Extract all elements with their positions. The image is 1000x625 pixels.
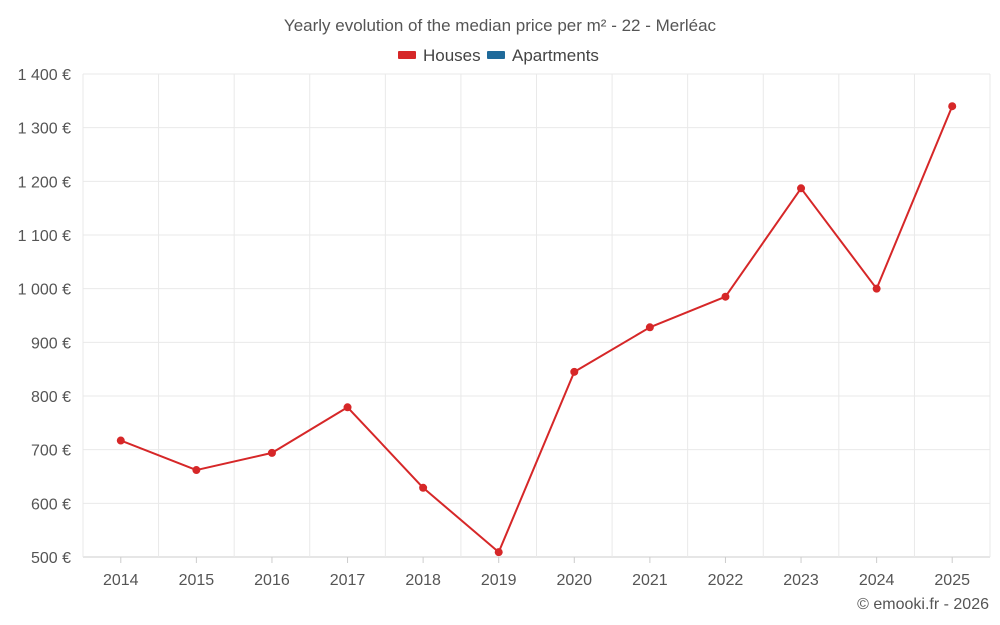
x-tick-label: 2025	[934, 572, 970, 589]
credit-text: © emooki.fr - 2026	[857, 596, 989, 613]
x-tick-label: 2021	[632, 572, 668, 589]
y-tick-label: 1 100 €	[18, 228, 71, 245]
x-tick-label: 2016	[254, 572, 290, 589]
data-point-houses[interactable]	[343, 403, 352, 412]
x-tick-label: 2017	[330, 572, 366, 589]
y-axis: 500 € 600 € 700 € 800 € 900 € 1 000 € 1 100 € 1…	[18, 67, 71, 567]
y-tick-label: 600 €	[31, 496, 71, 513]
x-tick-label: 2020	[556, 572, 592, 589]
y-tick-label: 1 000 €	[18, 282, 71, 299]
y-tick-label: 700 €	[31, 443, 71, 460]
x-tick-label: 2018	[405, 572, 441, 589]
data-point-houses[interactable]	[948, 102, 957, 111]
legend-swatch	[487, 51, 505, 59]
y-tick-label: 1 200 €	[18, 174, 71, 191]
x-tick-label: 2019	[481, 572, 517, 589]
data-point-houses[interactable]	[419, 483, 428, 492]
y-tick-label: 800 €	[31, 389, 71, 406]
legend-label: Apartments	[512, 46, 599, 65]
legend-swatch	[398, 51, 416, 59]
data-point-houses[interactable]	[872, 284, 881, 293]
data-point-houses[interactable]	[267, 448, 276, 457]
legend: Houses Apartments	[398, 46, 599, 65]
data-point-houses[interactable]	[721, 292, 730, 301]
data-point-houses[interactable]	[494, 548, 503, 557]
y-tick-label: 1 300 €	[18, 121, 71, 138]
y-tick-label: 900 €	[31, 335, 71, 352]
x-tick-label: 2023	[783, 572, 819, 589]
y-tick-label: 500 €	[31, 550, 71, 567]
x-tick-label: 2022	[708, 572, 744, 589]
legend-item-houses[interactable]: Houses	[398, 46, 481, 65]
data-point-houses[interactable]	[192, 466, 201, 475]
x-tick-label: 2015	[179, 572, 215, 589]
y-tick-label: 1 400 €	[18, 67, 71, 84]
data-point-houses[interactable]	[797, 184, 806, 193]
series-line-houses	[120, 105, 954, 554]
legend-item-apartments[interactable]: Apartments	[487, 46, 599, 65]
chart-title: Yearly evolution of the median price per…	[284, 16, 717, 35]
series-layer	[116, 102, 957, 557]
grid-lines	[82, 73, 991, 558]
x-axis: 2014 2015 2016 2017 2018 2019 2020 2021 2022 2023…	[103, 557, 970, 589]
x-tick-label: 2014	[103, 572, 139, 589]
data-point-houses[interactable]	[570, 367, 579, 376]
data-point-houses[interactable]	[116, 436, 125, 445]
legend-label: Houses	[423, 46, 481, 65]
x-tick-label: 2024	[859, 572, 895, 589]
data-point-houses[interactable]	[645, 323, 654, 332]
